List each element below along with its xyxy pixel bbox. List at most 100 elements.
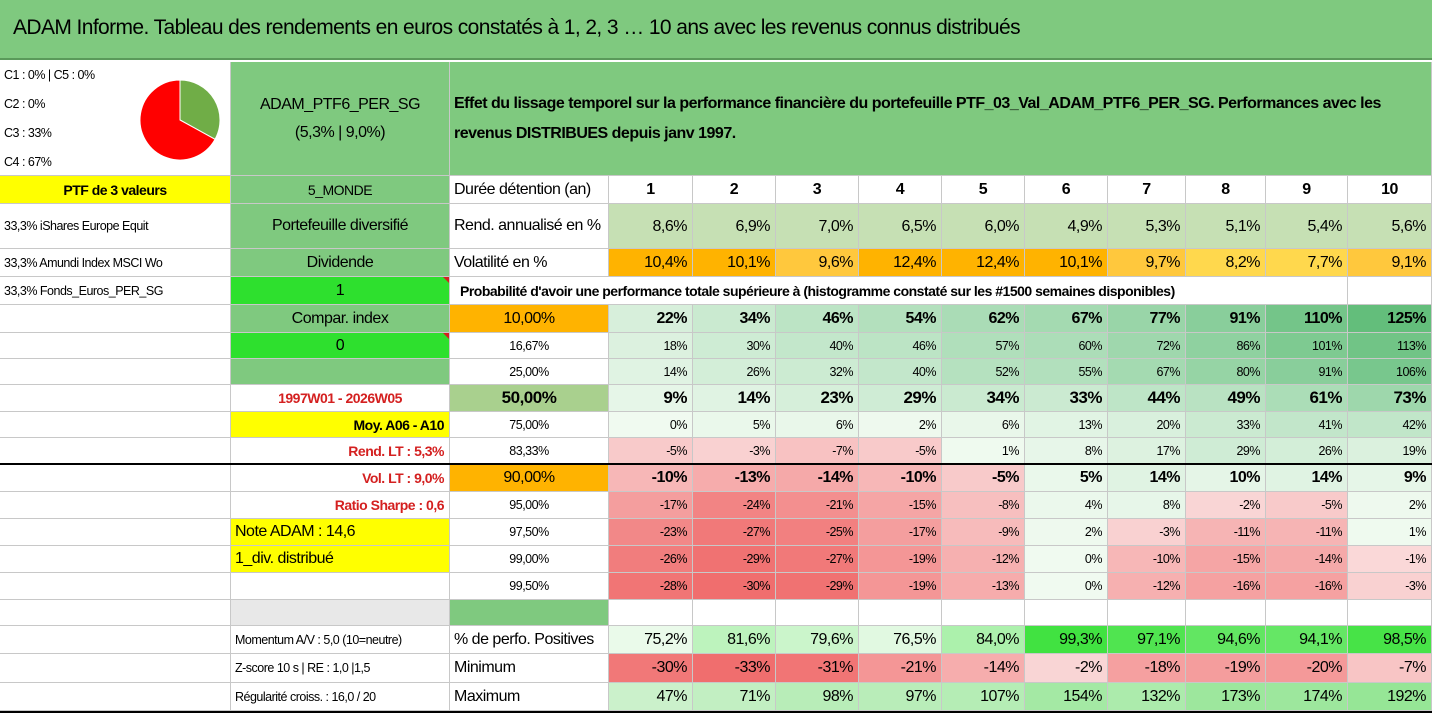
percentile-value: 19%: [1348, 438, 1432, 464]
percentile-label: 25,00%: [450, 359, 609, 385]
empty-cell: [0, 305, 231, 333]
percentile-label: 10,00%: [450, 305, 609, 333]
pos-value: 94,1%: [1266, 626, 1348, 654]
percentile-value: 8%: [1025, 438, 1108, 464]
percentile-value: 91%: [1266, 359, 1348, 385]
percentile-value: -9%: [942, 519, 1025, 546]
percentile-value: -12%: [1108, 573, 1186, 600]
percentile-value: -5%: [1266, 492, 1348, 519]
rend-value: 7,0%: [776, 204, 859, 249]
percentile-value: 17%: [1108, 438, 1186, 464]
percentile-value: 0%: [609, 412, 693, 438]
empty-cell: [942, 600, 1025, 626]
percentile-value: -14%: [776, 464, 859, 492]
pos-value: 94,6%: [1186, 626, 1266, 654]
percentile-value: 6%: [776, 412, 859, 438]
compar-label: Compar. index: [231, 305, 450, 333]
empty-gray-cell: [231, 600, 450, 626]
separator-line: [0, 711, 1432, 713]
percentile-value: 41%: [1266, 412, 1348, 438]
percentile-value: -10%: [609, 464, 693, 492]
percentile-value: -30%: [693, 573, 776, 600]
empty-cell: [0, 359, 231, 385]
percentile-value: 0%: [1025, 573, 1108, 600]
rend-value: 8,6%: [609, 204, 693, 249]
max-label: Maximum: [450, 683, 609, 711]
percentile-value: 46%: [859, 333, 942, 359]
percentile-value: 29%: [1186, 438, 1266, 464]
percentile-value: -5%: [942, 464, 1025, 492]
percentile-value: -7%: [776, 438, 859, 464]
percentile-label: 83,33%: [450, 438, 609, 464]
percentile-value: 14%: [1266, 464, 1348, 492]
percentile-value: -21%: [776, 492, 859, 519]
rend-value: 4,9%: [1025, 204, 1108, 249]
vol-value: 12,4%: [859, 249, 942, 277]
percentile-value: 9%: [609, 385, 693, 412]
empty-cell: [776, 600, 859, 626]
empty-cell: [0, 492, 231, 519]
percentile-value: -3%: [693, 438, 776, 464]
percentile-value: 13%: [1025, 412, 1108, 438]
percentile-value: 91%: [1186, 305, 1266, 333]
percentile-value: -5%: [859, 438, 942, 464]
percentile-value: 1%: [1348, 519, 1432, 546]
class-legend-item: C3 : 33%: [4, 126, 52, 140]
empty-cell: [0, 333, 231, 359]
max-value: 107%: [942, 683, 1025, 711]
holding-item: 33,3% iShares Europe Equit: [0, 204, 231, 249]
min-value: -30%: [609, 654, 693, 683]
vol-value: 10,1%: [693, 249, 776, 277]
percentile-label: 16,67%: [450, 333, 609, 359]
year-header: 2: [693, 176, 776, 204]
years-label: Durée détention (an): [450, 176, 609, 204]
pos-value: 99,3%: [1025, 626, 1108, 654]
percentile-value: 23%: [776, 385, 859, 412]
vol-value: 9,7%: [1108, 249, 1186, 277]
empty-cell: [0, 412, 231, 438]
title-bar: ADAM Informe. Tableau des rendements en …: [0, 0, 1432, 60]
min-value: -14%: [942, 654, 1025, 683]
percentile-value: -12%: [942, 546, 1025, 573]
percentile-value: 110%: [1266, 305, 1348, 333]
percentile-value: 18%: [609, 333, 693, 359]
class-legend-item: C2 : 0%: [4, 97, 45, 111]
empty-cell: [693, 600, 776, 626]
year-header: 7: [1108, 176, 1186, 204]
min-value: -20%: [1266, 654, 1348, 683]
percentile-value: 72%: [1108, 333, 1186, 359]
percentile-value: 5%: [1025, 464, 1108, 492]
sharpe-label: Ratio Sharpe : 0,6: [231, 492, 450, 519]
zone-label: 5_MONDE: [231, 176, 450, 204]
percentile-value: -2%: [1186, 492, 1266, 519]
page-title: ADAM Informe. Tableau des rendements en …: [13, 16, 1021, 39]
class-legend-item: C4 : 67%: [4, 155, 52, 169]
momentum-label: Momentum A/V : 5,0 (10=neutre): [231, 626, 450, 654]
pos-value: 81,6%: [693, 626, 776, 654]
class-legend: C1 : 0% | C5 : 0% C2 : 0% C3 : 33% C4 : …: [0, 62, 231, 176]
compar-value[interactable]: 0: [231, 333, 450, 359]
pos-label: % de perfo. Positives: [450, 626, 609, 654]
percentile-label: 99,00%: [450, 546, 609, 573]
percentile-label: 50,00%: [450, 385, 609, 412]
percentile-value: 67%: [1108, 359, 1186, 385]
dividend-value[interactable]: 1: [231, 277, 450, 305]
portfolio-name: ADAM_PTF6_PER_SG: [259, 95, 421, 113]
empty-cell: [1266, 600, 1348, 626]
percentile-value: 80%: [1186, 359, 1266, 385]
percentile-value: 2%: [1348, 492, 1432, 519]
empty-cell: [1025, 600, 1108, 626]
pos-value: 97,1%: [1108, 626, 1186, 654]
percentile-value: 106%: [1348, 359, 1432, 385]
percentile-value: 26%: [1266, 438, 1348, 464]
max-value: 97%: [859, 683, 942, 711]
rend-value: 5,1%: [1186, 204, 1266, 249]
zscore-label: Z-score 10 s | RE : 1,0 |1,5: [231, 654, 450, 683]
pos-value: 76,5%: [859, 626, 942, 654]
percentile-value: 34%: [942, 385, 1025, 412]
percentile-value: -16%: [1266, 573, 1348, 600]
moy-label: Moy. A06 - A10: [231, 412, 450, 438]
percentile-value: 40%: [859, 359, 942, 385]
percentile-value: 5%: [693, 412, 776, 438]
percentile-value: 34%: [693, 305, 776, 333]
